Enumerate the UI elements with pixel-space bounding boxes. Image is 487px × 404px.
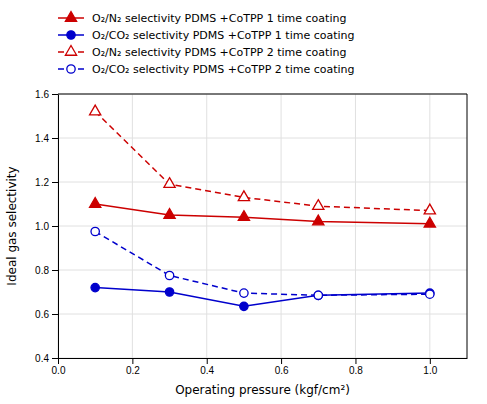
series-point — [313, 200, 324, 210]
legend-symbol — [65, 11, 76, 21]
series-point — [91, 283, 99, 291]
y-tick-label: 0.6 — [35, 309, 49, 320]
y-tick-label: 1.6 — [35, 89, 49, 100]
y-tick-mark — [52, 182, 58, 183]
y-tick-label: 1.2 — [35, 177, 49, 188]
y-tick: 0.8 — [35, 265, 58, 276]
x-tick-label: 0.6 — [275, 365, 289, 376]
x-tick-mark — [132, 358, 133, 364]
plot-area: 0.0 0.2 0.4 0.6 0.8 1.0 0.4 0.6 0.8 1.0 1.2 1.4 1.6 O… — [5, 89, 468, 397]
grid-line-y — [58, 182, 467, 183]
y-tick: 0.4 — [35, 353, 58, 364]
legend: O₂/N₂ selectivity PDMS +CoTPP 1 time coa… — [58, 11, 355, 76]
y-axis: 0.4 0.6 0.8 1.0 1.2 1.4 1.6 — [35, 89, 58, 364]
y-tick-mark — [52, 226, 58, 227]
x-tick-label: 1.0 — [423, 365, 437, 376]
series-point — [90, 197, 101, 207]
grid — [58, 94, 467, 358]
legend-label: O₂/N₂ selectivity PDMS +CoTPP 1 time coa… — [92, 12, 346, 25]
series-point — [313, 215, 324, 225]
grid-line-y — [58, 358, 467, 359]
x-tick-label: 0.4 — [200, 365, 214, 376]
y-tick-mark — [52, 358, 58, 359]
y-tick-label: 0.8 — [35, 265, 49, 276]
y-tick-label: 1.4 — [35, 133, 49, 144]
legend-label: O₂/N₂ selectivity PDMS +CoTPP 2 time coa… — [92, 46, 346, 59]
series-point — [165, 288, 173, 296]
x-tick-mark — [207, 358, 208, 364]
legend-symbol — [65, 45, 76, 55]
legend-item: O₂/N₂ selectivity PDMS +CoTPP 2 time coa… — [58, 45, 346, 59]
x-tick-label: 0.0 — [52, 365, 66, 376]
x-tick: 0.6 — [275, 358, 289, 376]
y-tick: 1.2 — [35, 177, 58, 188]
series-point — [240, 302, 248, 310]
x-tick-mark — [58, 358, 59, 364]
legend-symbol — [67, 31, 75, 39]
chart-container: 0.0 0.2 0.4 0.6 0.8 1.0 0.4 0.6 0.8 1.0 1.2 1.4 1.6 O… — [0, 0, 487, 404]
y-axis-line — [58, 95, 59, 359]
legend-label: O₂/CO₂ selectivity PDMS +CoTPP 1 time co… — [92, 29, 355, 42]
legend-symbol — [67, 65, 75, 73]
grid-line-y — [58, 314, 467, 315]
grid-line-y — [58, 270, 467, 271]
marks — [90, 105, 436, 310]
series-point — [314, 291, 322, 299]
y-tick: 0.6 — [35, 309, 58, 320]
y-tick: 1.0 — [35, 221, 58, 232]
y-tick-label: 0.4 — [35, 353, 49, 364]
x-tick: 0.4 — [200, 358, 214, 376]
x-axis-line — [59, 358, 468, 359]
x-tick: 0.2 — [126, 358, 140, 376]
series-point — [238, 191, 249, 201]
x-tick: 0.0 — [52, 358, 66, 376]
x-tick: 0.8 — [349, 358, 363, 376]
series-point — [165, 271, 173, 279]
x-tick-label: 0.8 — [349, 365, 363, 376]
y-tick-mark — [52, 94, 58, 95]
series-point — [240, 289, 248, 297]
series-point — [90, 105, 101, 115]
series-point — [238, 211, 249, 221]
y-tick-mark — [52, 138, 58, 139]
series-line — [95, 232, 430, 296]
series-point — [426, 290, 434, 298]
series-point — [91, 227, 99, 235]
legend-item: O₂/CO₂ selectivity PDMS +CoTPP 2 time co… — [58, 63, 355, 76]
series-line — [95, 204, 430, 224]
y-tick: 1.4 — [35, 133, 58, 144]
grid-line-y — [58, 94, 467, 95]
frame-top — [58, 94, 467, 95]
series-point — [424, 217, 435, 227]
series-line — [95, 288, 430, 307]
x-tick: 1.0 — [423, 358, 437, 376]
series-point — [164, 208, 175, 218]
x-tick-mark — [281, 358, 282, 364]
series-point — [164, 178, 175, 188]
chart-svg: 0.0 0.2 0.4 0.6 0.8 1.0 0.4 0.6 0.8 1.0 1.2 1.4 1.6 O… — [0, 0, 487, 404]
series-line — [95, 112, 430, 211]
x-tick-mark — [355, 358, 356, 364]
y-tick-mark — [52, 270, 58, 271]
y-axis-title: Ideal gas selectivity — [5, 166, 19, 285]
legend-label: O₂/CO₂ selectivity PDMS +CoTPP 2 time co… — [92, 63, 355, 76]
y-tick-mark — [52, 314, 58, 315]
x-tick-label: 0.2 — [126, 365, 140, 376]
legend-item: O₂/CO₂ selectivity PDMS +CoTPP 1 time co… — [58, 29, 355, 42]
y-tick: 1.6 — [35, 89, 58, 100]
grid-line-y — [58, 138, 467, 139]
y-tick-label: 1.0 — [35, 221, 49, 232]
series-point — [424, 204, 435, 214]
frame-right — [467, 94, 468, 358]
series-point — [314, 291, 322, 299]
x-tick-mark — [430, 358, 431, 364]
x-axis: 0.0 0.2 0.4 0.6 0.8 1.0 — [52, 358, 468, 376]
x-axis-title: Operating pressure (kgf/cm²) — [175, 383, 350, 397]
legend-item: O₂/N₂ selectivity PDMS +CoTPP 1 time coa… — [58, 11, 346, 25]
grid-line-y — [58, 226, 467, 227]
